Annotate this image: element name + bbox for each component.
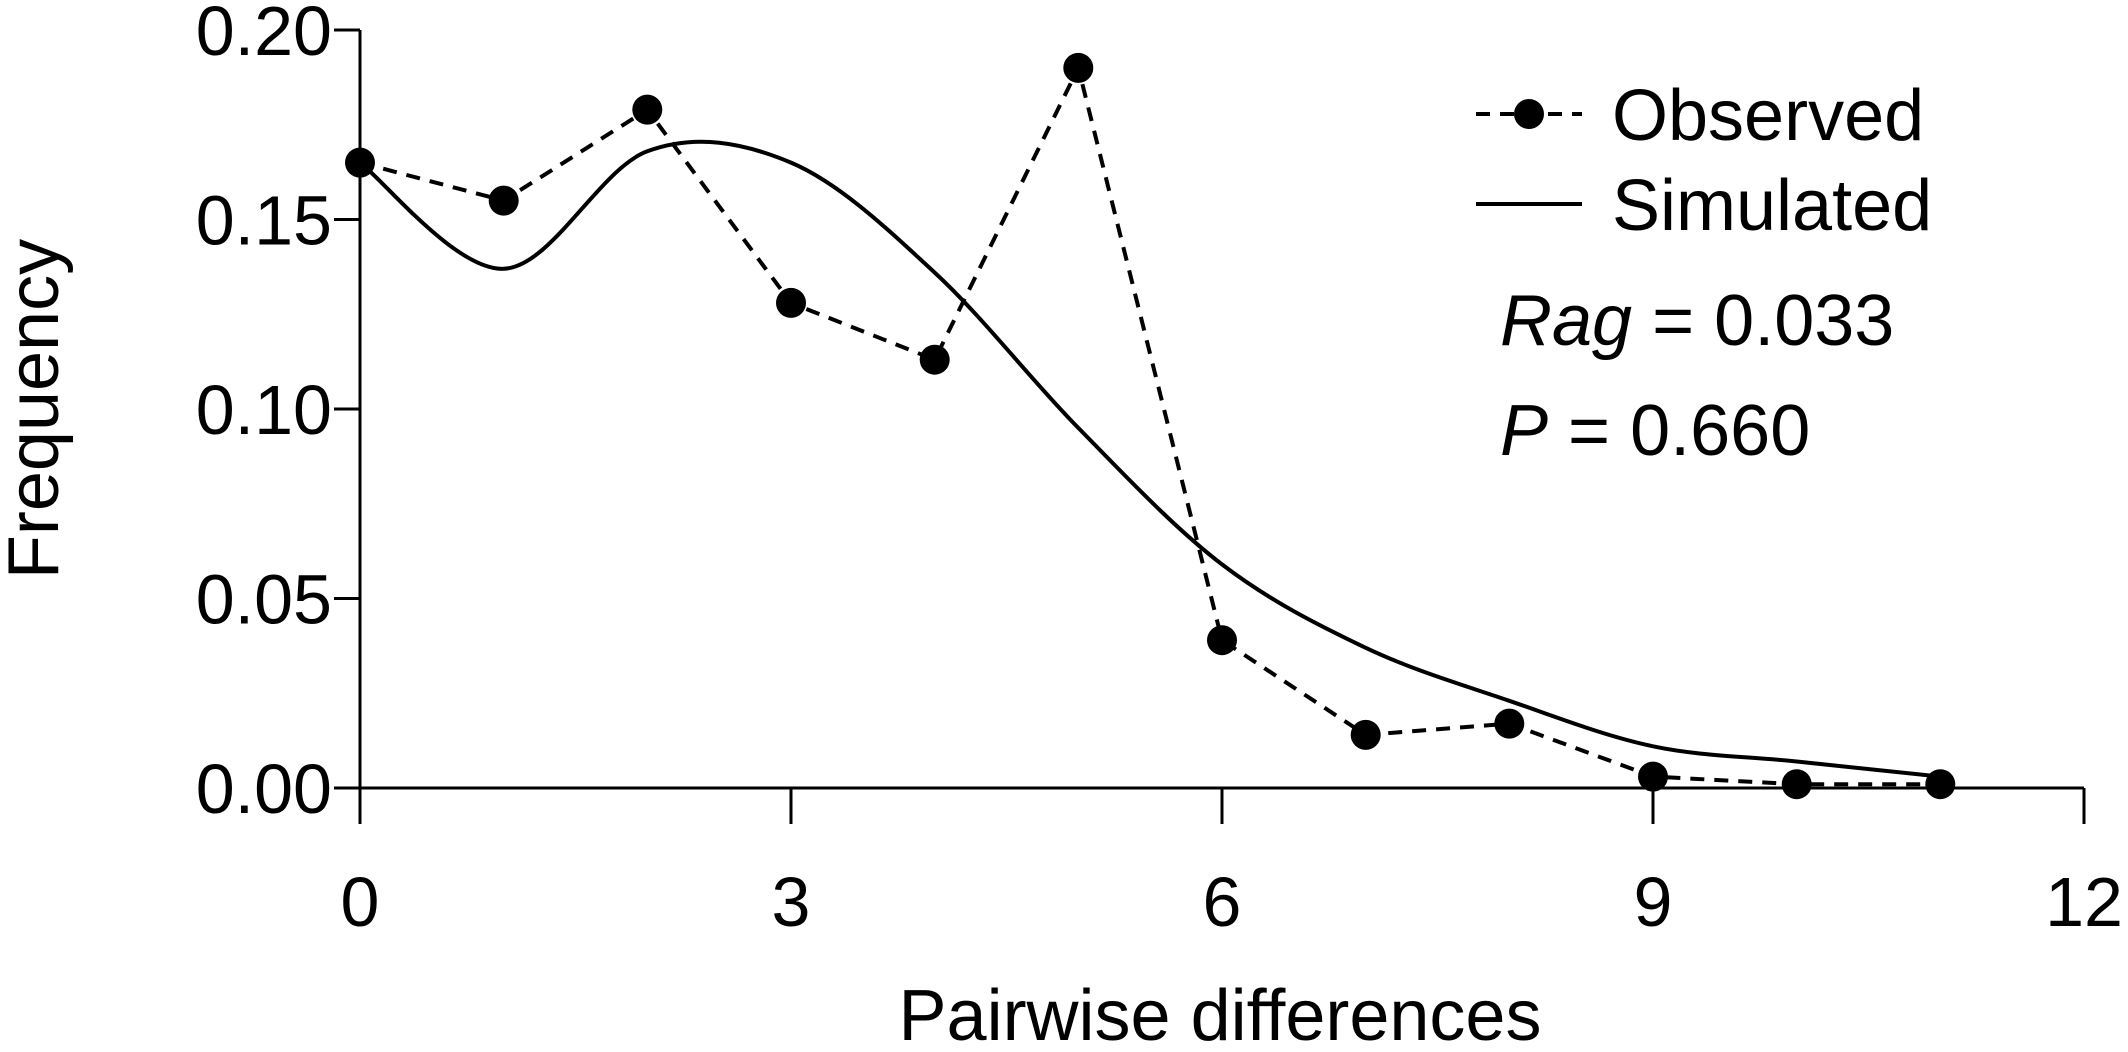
observed-point <box>1638 761 1668 792</box>
observed-point <box>1781 769 1812 800</box>
observed-point <box>488 185 519 216</box>
legend-item-observed: Observed <box>1476 76 1924 156</box>
simulated-series-line <box>358 139 1941 779</box>
ticks: 0 3 6 9 12 0.00 0.05 0.10 0.15 0.20 <box>196 0 2123 941</box>
rag-statistic-value: = 0.033 <box>1632 281 1894 361</box>
x-tick-label: 3 <box>772 863 811 941</box>
observed-point <box>1207 625 1237 656</box>
x-tick-label: 6 <box>1203 863 1242 941</box>
y-tick-label: 0.20 <box>196 0 332 70</box>
x-tick-label: 0 <box>341 863 380 941</box>
legend-observed-label: Observed <box>1612 76 1924 156</box>
observed-point <box>919 344 950 375</box>
observed-point <box>1494 708 1525 739</box>
observed-point <box>632 94 663 125</box>
x-tick-label: 9 <box>1634 863 1673 941</box>
y-tick-label: 0.15 <box>196 182 332 260</box>
y-tick-label: 0.10 <box>196 371 332 449</box>
p-statistic-label: P <box>1500 391 1548 471</box>
p-statistic-value: = 0.660 <box>1548 391 1810 471</box>
legend-observed-swatch-marker <box>1514 99 1544 129</box>
legend-item-simulated: Simulated <box>1476 166 1932 246</box>
y-axis-title: Frequency <box>0 239 74 579</box>
y-tick-label: 0.00 <box>196 750 332 828</box>
x-axis-title: Pairwise differences <box>899 976 1542 1052</box>
legend-simulated-label: Simulated <box>1612 166 1932 246</box>
observed-series-line <box>359 62 1941 787</box>
observed-point <box>1925 769 1956 800</box>
observed-point <box>1063 52 1094 83</box>
legend: Observed Simulated <box>1476 76 1932 246</box>
observed-point <box>345 147 375 178</box>
x-tick-label: 12 <box>2045 863 2123 941</box>
y-tick-label: 0.05 <box>196 561 332 639</box>
observed-point <box>1350 719 1381 750</box>
rag-statistic-label: Rag <box>1500 281 1632 361</box>
observed-point <box>776 287 806 318</box>
p-statistic: P = 0.660 <box>1500 391 1810 471</box>
rag-statistic: Rag = 0.033 <box>1500 281 1894 361</box>
observed-series-points <box>345 52 1956 800</box>
